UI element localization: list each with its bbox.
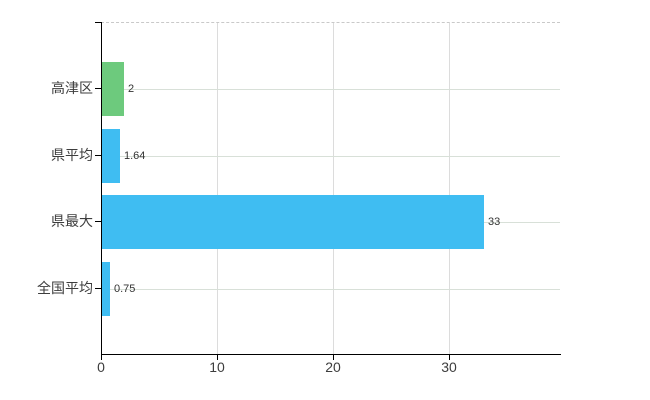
y-axis-line xyxy=(101,22,102,354)
y-axis-top-tick xyxy=(95,22,101,23)
y-axis-tick xyxy=(95,155,101,156)
x-axis-tick xyxy=(449,354,450,360)
y-axis-tick xyxy=(95,288,101,289)
bar-value-label: 0.75 xyxy=(114,283,136,295)
x-tick-label: 0 xyxy=(97,359,105,375)
x-tick-label: 20 xyxy=(325,359,341,375)
category-gridline xyxy=(101,289,560,290)
y-axis-tick xyxy=(95,88,101,89)
plot-area: 2 1.64 33 0.75 xyxy=(101,22,560,354)
category-gridline xyxy=(101,89,560,90)
category-gridline xyxy=(101,156,560,157)
x-tick-label: 30 xyxy=(441,359,457,375)
x-axis-tick xyxy=(217,354,218,360)
bar-4 xyxy=(101,262,110,316)
x-axis-line xyxy=(101,354,561,355)
category-label: 県最大 xyxy=(51,213,93,229)
bar-2 xyxy=(101,129,120,183)
bar-value-label: 33 xyxy=(488,216,501,228)
x-tick-label: 10 xyxy=(209,359,225,375)
x-gridline xyxy=(333,23,334,354)
bar-1 xyxy=(101,62,124,116)
category-label: 高津区 xyxy=(51,80,93,96)
x-gridline xyxy=(449,23,450,354)
x-axis-tick xyxy=(101,354,102,360)
bar-3 xyxy=(101,195,484,249)
category-label: 全国平均 xyxy=(37,280,93,296)
x-gridline xyxy=(217,23,218,354)
x-axis-tick xyxy=(333,354,334,360)
y-axis-tick xyxy=(95,221,101,222)
bar-value-label: 1.64 xyxy=(124,150,146,162)
category-label: 県平均 xyxy=(51,147,93,163)
bar-value-label: 2 xyxy=(128,83,135,95)
